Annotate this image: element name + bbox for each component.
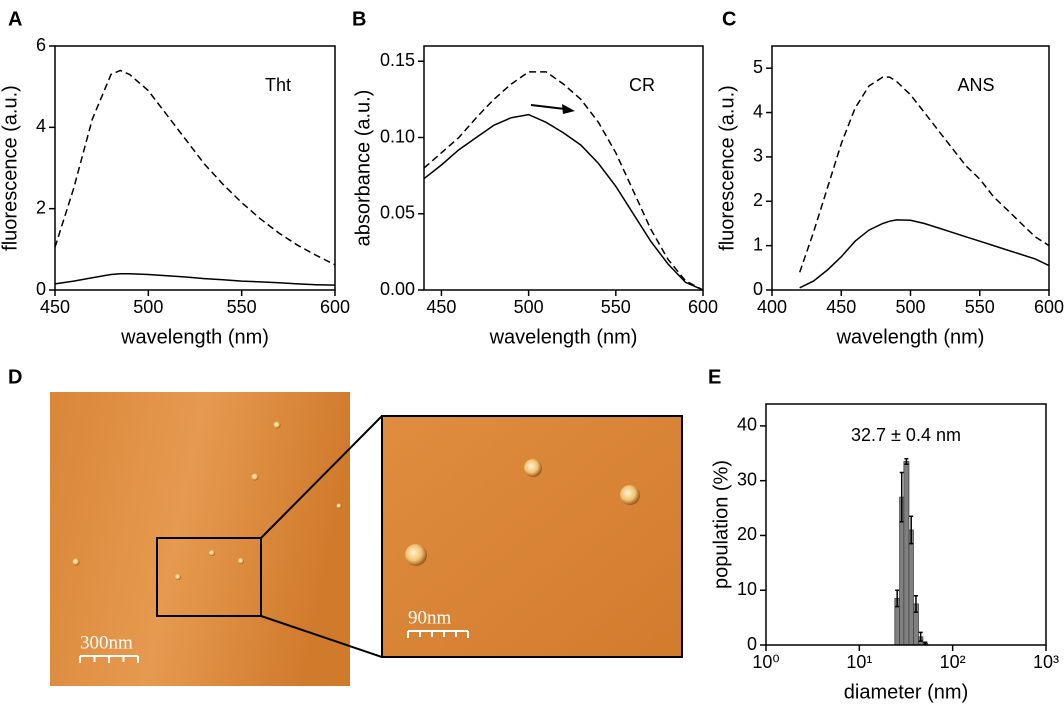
y-tick-label: 0 bbox=[753, 279, 763, 299]
panel-label: E bbox=[708, 366, 721, 388]
y-tick-label: 0 bbox=[36, 279, 46, 299]
y-axis-label: fluorescence (a.u.) bbox=[0, 85, 21, 251]
line-series bbox=[798, 76, 1050, 273]
annotation: ANS bbox=[957, 75, 994, 95]
y-tick-label: 40 bbox=[737, 415, 757, 435]
x-tick-label: 450 bbox=[40, 297, 70, 317]
x-tick-label: 600 bbox=[320, 297, 350, 317]
error-bar bbox=[909, 515, 914, 545]
y-axis-label: population (%) bbox=[710, 460, 732, 589]
x-axis-label: diameter (nm) bbox=[844, 681, 968, 703]
histogram-bar bbox=[908, 529, 914, 646]
error-bar bbox=[899, 471, 904, 523]
annotation: Tht bbox=[265, 75, 291, 95]
x-tick-label: 550 bbox=[601, 297, 631, 317]
chart-panel: B CR wavelength (nm) absorbance (a.u.) 450 50… bbox=[352, 8, 718, 348]
error-bar bbox=[918, 631, 923, 642]
scale-bar bbox=[79, 630, 469, 663]
y-tick-label: 4 bbox=[753, 101, 763, 121]
panel-label: D bbox=[8, 366, 22, 388]
panel-label: B bbox=[352, 8, 366, 30]
line-series bbox=[423, 71, 704, 291]
y-tick-label: 2 bbox=[753, 190, 763, 210]
scale-bar-label: 90nm bbox=[408, 607, 452, 628]
x-axis-label: wavelength (nm) bbox=[836, 326, 985, 348]
axes-frame bbox=[765, 403, 1047, 646]
x-tick-label: 550 bbox=[227, 297, 257, 317]
zoom-box bbox=[156, 537, 262, 617]
x-axis-label: wavelength (nm) bbox=[489, 326, 638, 348]
x-tick-label: 10¹ bbox=[846, 652, 872, 672]
afm-zoom-image bbox=[381, 415, 683, 658]
x-tick-label: 550 bbox=[965, 297, 995, 317]
y-tick-label: 1 bbox=[753, 234, 763, 254]
particles bbox=[405, 459, 640, 566]
histogram-bar bbox=[903, 461, 910, 646]
y-tick-label: 4 bbox=[36, 116, 46, 136]
y-tick-label: 0.00 bbox=[380, 279, 415, 299]
x-tick-label: 600 bbox=[688, 297, 718, 317]
arrow bbox=[530, 104, 575, 114]
y-tick-label: 6 bbox=[36, 35, 46, 55]
chart-panel: E 32.7 ± 0.4 nm diameter (nm) population (%… bbox=[708, 366, 1059, 703]
panel-label: A bbox=[8, 8, 22, 30]
afm-panel: D 300nm 90nm bbox=[8, 366, 683, 686]
x-tick-label: 400 bbox=[757, 297, 787, 317]
line-series bbox=[799, 219, 1050, 289]
x-tick-label: 10⁰ bbox=[752, 652, 779, 672]
panel-label: C bbox=[722, 8, 736, 30]
y-tick-label: 0.05 bbox=[380, 203, 415, 223]
y-tick-label: 0.15 bbox=[380, 50, 415, 70]
axes-frame bbox=[54, 45, 336, 291]
x-tick-label: 450 bbox=[426, 297, 456, 317]
annotation: 32.7 ± 0.4 nm bbox=[851, 425, 961, 445]
annotation: CR bbox=[629, 75, 655, 95]
y-tick-label: 5 bbox=[753, 57, 763, 77]
zoom-line bbox=[260, 415, 383, 539]
y-tick-label: 3 bbox=[753, 146, 763, 166]
error-bar bbox=[904, 458, 909, 465]
scale-bar-label: 300nm bbox=[80, 632, 133, 653]
x-tick-label: 450 bbox=[826, 297, 856, 317]
axes-frame bbox=[771, 45, 1050, 291]
x-tick-label: 10² bbox=[940, 652, 966, 672]
y-axis-label: absorbance (a.u.) bbox=[352, 90, 374, 247]
x-tick-label: 500 bbox=[514, 297, 544, 317]
error-bar bbox=[913, 594, 918, 613]
error-bar bbox=[895, 589, 900, 608]
line-series bbox=[54, 69, 336, 266]
y-tick-label: 0 bbox=[747, 634, 757, 654]
y-tick-label: 0.10 bbox=[380, 126, 415, 146]
y-tick-label: 2 bbox=[36, 197, 46, 217]
y-tick-label: 30 bbox=[737, 469, 757, 489]
y-tick-label: 20 bbox=[737, 524, 757, 544]
axes-frame bbox=[423, 45, 704, 291]
y-tick-label: 10 bbox=[737, 579, 757, 599]
line-series bbox=[54, 272, 336, 286]
line-series bbox=[423, 113, 704, 291]
x-tick-label: 500 bbox=[133, 297, 163, 317]
x-tick-label: 600 bbox=[1034, 297, 1064, 317]
particles bbox=[72, 421, 342, 580]
y-axis-label: fluorescence (a.u.) bbox=[716, 85, 738, 251]
zoom-line bbox=[260, 615, 383, 658]
x-tick-label: 500 bbox=[895, 297, 925, 317]
x-axis-label: wavelength (nm) bbox=[120, 326, 269, 348]
x-tick-label: 10³ bbox=[1033, 652, 1059, 672]
